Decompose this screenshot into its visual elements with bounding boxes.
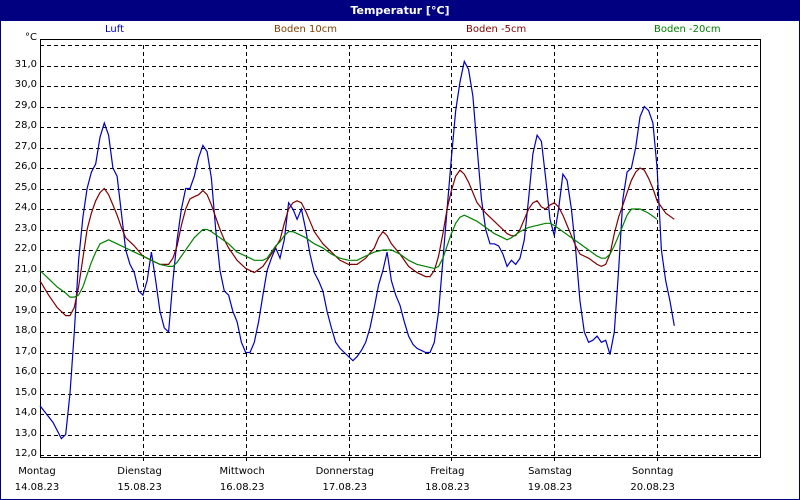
y-tick-label: 22,0 — [14, 243, 37, 254]
x-date-label: 14.08.23 — [14, 482, 60, 493]
x-date-label: 20.08.23 — [630, 482, 675, 493]
y-tick-label: 13,0 — [14, 427, 37, 439]
y-tick-label: 19,0 — [14, 304, 37, 316]
y-tick-label: 23,0 — [14, 222, 37, 234]
legend-luft: Luft — [105, 24, 124, 35]
legend-boden-20cm: Boden -20cm — [654, 24, 721, 35]
y-tick-label: 20,0 — [14, 284, 37, 295]
x-date-label: 17.08.23 — [322, 482, 368, 493]
y-tick-label: 15,0 — [14, 386, 37, 398]
x-day-label: Samstag — [528, 466, 572, 477]
y-tick-label: 25,0 — [14, 181, 37, 193]
y-tick-label: 31,0 — [14, 58, 37, 70]
y-tick-label: 16,0 — [14, 366, 37, 377]
x-day-label: Freitag — [430, 466, 465, 477]
x-day-label: Donnerstag — [315, 466, 374, 477]
y-tick-label: 12,0 — [14, 448, 37, 459]
y-tick-label: 18,0 — [14, 325, 37, 336]
series-boden--20cm — [39, 208, 658, 298]
y-tick-label: 29,0 — [14, 99, 37, 111]
x-day-label: Sonntag — [631, 466, 674, 477]
x-date-label: 16.08.23 — [219, 482, 265, 493]
chart-title: Temperatur [°C] — [1, 1, 799, 21]
series-luft — [39, 59, 675, 440]
x-day-label: Mittwoch — [219, 466, 265, 477]
y-tick-label: 21,0 — [14, 263, 37, 275]
y-tick-label: 24,0 — [14, 202, 37, 213]
legend-boden-10cm: Boden 10cm — [274, 24, 337, 35]
x-day-label: Dienstag — [117, 466, 162, 477]
x-date-label: 15.08.23 — [117, 482, 162, 493]
y-tick-label: 28,0 — [14, 120, 37, 131]
y-tick-label: 30,0 — [14, 79, 37, 90]
x-date-label: 19.08.23 — [527, 482, 573, 493]
y-tick-label: 27,0 — [14, 140, 37, 152]
x-date-label: 18.08.23 — [425, 482, 470, 493]
y-tick-label: 14,0 — [14, 407, 37, 418]
x-day-label: Montag — [18, 466, 56, 477]
y-unit-label: °C — [25, 32, 37, 43]
y-tick-label: 17,0 — [14, 345, 37, 357]
y-tick-label: 26,0 — [14, 161, 37, 172]
legend-boden-5cm: Boden -5cm — [466, 24, 527, 35]
plot-frame — [40, 39, 761, 458]
